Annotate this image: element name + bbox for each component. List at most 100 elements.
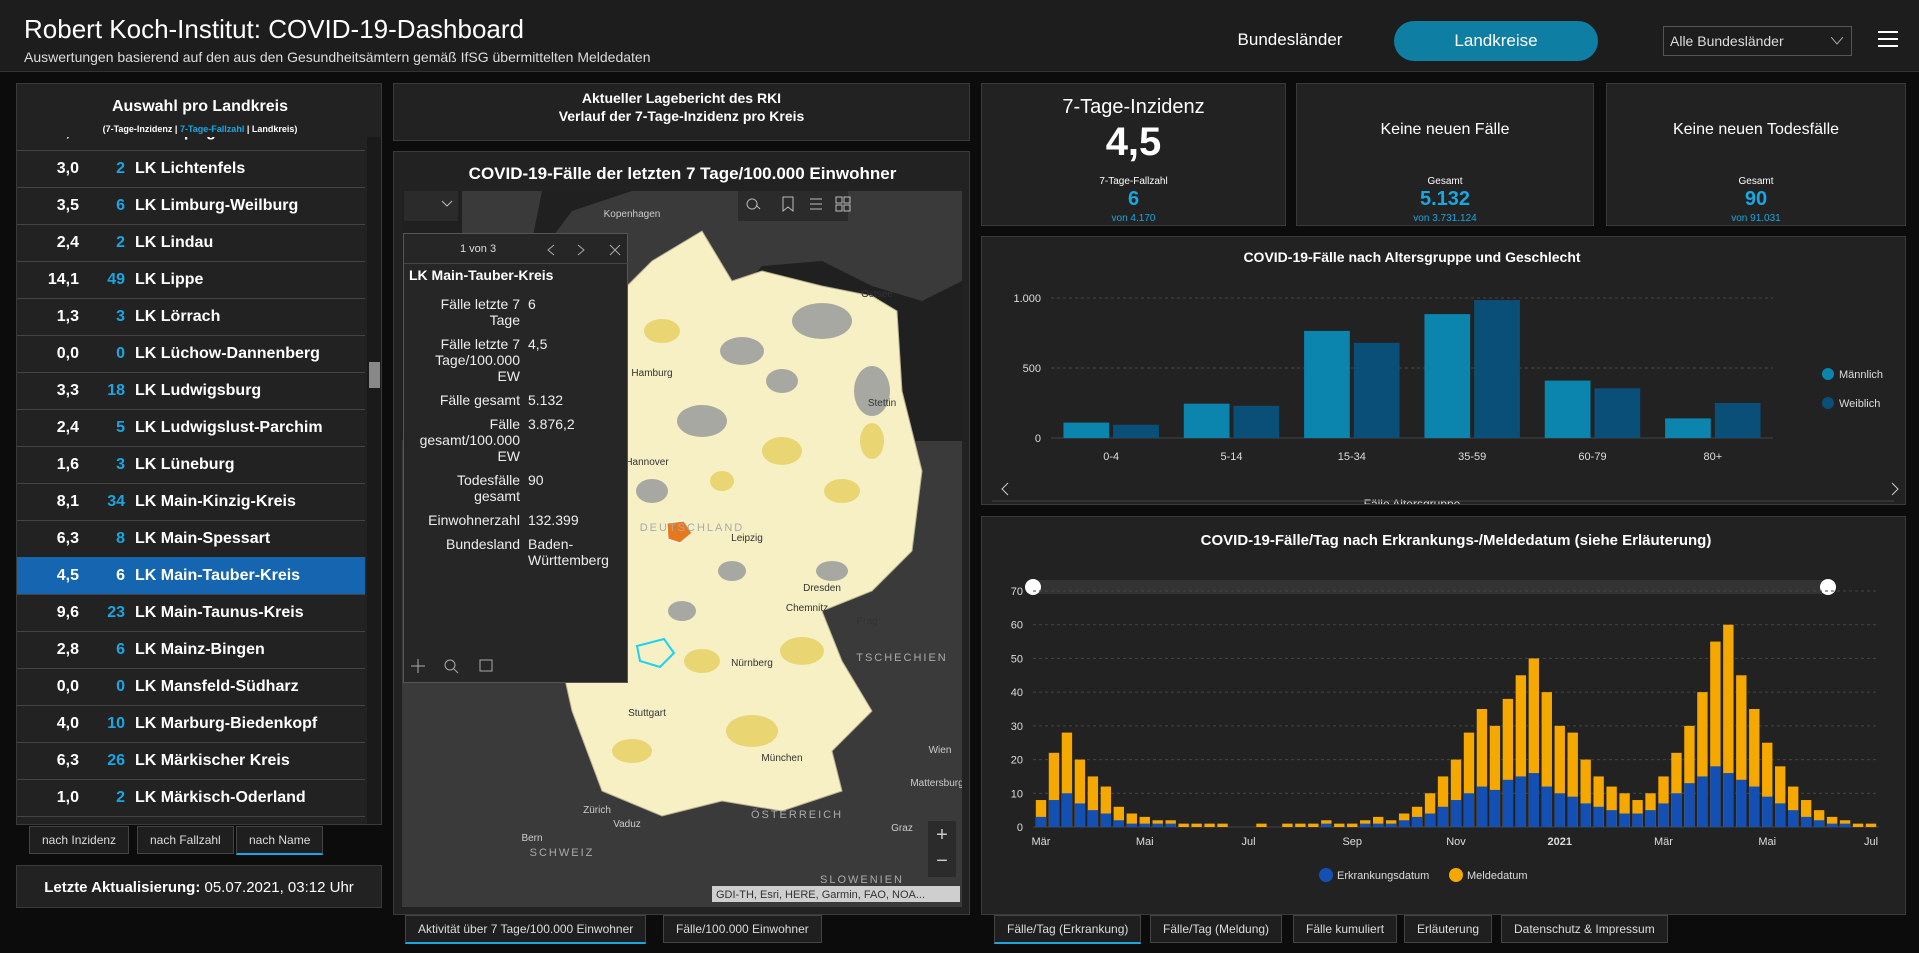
bar [1126,813,1137,827]
tab-landkreise[interactable]: Landkreise [1394,21,1598,61]
map-label: DEUTSCHLAND [640,522,745,534]
bar [1515,776,1527,827]
y-tick-label: 40 [1011,687,1023,699]
list-row[interactable]: 0,0 0 LK Lüchow-Dannenberg [17,335,365,373]
bar [1762,796,1773,827]
incidence: 3,3 [56,381,79,399]
district [780,637,824,665]
menu-icon[interactable] [1878,30,1898,48]
sort-button[interactable]: nach Fallzahl [137,826,234,854]
x-tick-label: Jul [1241,836,1255,848]
y-tick-label: 1.000 [1013,293,1041,305]
bar [1295,823,1306,827]
list-row[interactable]: 8,1 34 LK Main-Kinzig-Kreis [17,483,365,521]
list-row[interactable]: 9,6 23 LK Main-Taunus-Kreis [17,594,365,632]
map-label: Bern [521,833,542,844]
map-tab[interactable]: Fälle/100.000 Einwohner [663,915,822,943]
bar [1515,675,1527,827]
legend-part: | Landkreis) [246,124,298,134]
map-label: Hamburg [631,368,672,379]
list-row[interactable]: 1,23 LK Leipzig [17,137,365,151]
attribution: GDI-TH, Esri, HERE, Garmin, FAO, NOA... [716,889,925,901]
list-row[interactable]: 2,4 5 LK Ludwigslust-Parchim [17,409,365,447]
bottom-tab[interactable]: Fälle kumuliert [1293,915,1398,943]
sort-button[interactable]: nach Inzidenz [29,826,130,854]
field-value: 4,5 [528,336,548,352]
list-row[interactable]: 3,0 2 LK Lichtenfels [17,150,365,188]
legend-part: (7-Tage-Inzidenz | [102,124,178,134]
map-label: Wien [929,745,952,756]
daily-chart-panel: COVID-19-Fälle/Tag nach Erkrankungs-/Mel… [981,516,1906,915]
bottom-tab[interactable]: Fälle/Tag (Meldung) [1150,915,1283,943]
bar [1632,813,1643,827]
map-label: Prag [856,616,877,627]
map-label: SCHWEIZ [530,847,595,859]
kpi-card: Keine neuen Todesfälle Gesamt 90 von 91.031 [1606,83,1906,226]
case-count: 3 [116,307,125,325]
case-count: 2 [116,788,125,806]
map-label: Graz [891,823,913,834]
bar [1645,793,1656,827]
incidence: 6,3 [56,751,79,769]
field-value: 132.399 [528,512,579,528]
bar [1541,786,1552,827]
bottom-tab[interactable]: Datenschutz & Impressum [1501,915,1668,943]
district-name: LK Mansfeld-Südharz [135,677,299,695]
district [684,649,720,673]
map-toolbar [404,191,851,221]
bottom-tab[interactable]: Erläuterung [1404,915,1493,943]
map-label: ÖSTERREICH [751,809,843,821]
list-row[interactable]: 1,0 2 LK Märkisch-Oderland [17,779,365,817]
list-row[interactable]: 14,1 49 LK Lippe [17,261,365,299]
bar [1710,641,1721,827]
popup-tools[interactable] [410,656,510,676]
list-row[interactable]: 0,0 0 LK Mansfeld-Südharz [17,668,365,706]
map-label: Ostsee [861,289,893,300]
district [766,369,798,393]
list-row[interactable]: 6,3 8 LK Main-Spessart [17,520,365,558]
district [668,601,696,621]
dropdown[interactable]: Alle Bundesländer [1663,26,1852,56]
popup-title: LK Main-Tauber-Kreis [409,267,554,283]
tab-bundeslaender[interactable]: Bundesländer [1237,30,1343,49]
legend-swatch [1319,868,1333,882]
popup-table: Fälle letzte 7 Tage 6 Fälle letzte 7 Tage/… [408,292,623,572]
bottom-tab[interactable]: Fälle/Tag (Erkrankung) [994,915,1142,944]
list-row[interactable]: 3,5 6 LK Limburg-Weilburg [17,187,365,225]
incidence: 9,6 [56,603,79,621]
bar [1347,823,1358,827]
bar [1671,793,1682,827]
list-row[interactable]: 3,3 18 LK Ludwigsburg [17,372,365,410]
popup-row: Fälle gesamt/100.000 EW 3.876,2 [408,412,623,468]
list-row[interactable]: 2,4 2 LK Lindau [17,224,365,262]
sort-button[interactable]: nach Name [236,826,324,855]
bar [1619,813,1630,827]
report-box[interactable]: Aktueller Lagebericht des RKI Verlauf der… [393,83,970,141]
bar [1684,725,1695,827]
map-label: Nürnberg [731,658,773,669]
list-row[interactable]: 1,6 3 LK Lüneburg [17,446,365,484]
list-row[interactable]: 6,3 26 LK Märkischer Kreis [17,742,365,780]
legend-swatch [1449,868,1463,882]
list-row[interactable]: 1,3 3 LK Lörrach [17,298,365,336]
list-row[interactable]: 2,8 6 LK Mainz-Bingen [17,631,365,669]
bar [1658,803,1669,827]
map-tab[interactable]: Aktivität über 7 Tage/100.000 Einwohner [405,915,647,944]
update-label: Letzte Aktualisierung: [44,879,201,896]
incidence: 0,0 [56,677,79,695]
district [762,437,802,465]
map-label: SLOWENIEN [820,874,904,886]
scroll-thumb[interactable] [369,362,380,388]
bar [1424,793,1436,827]
kpi-card: Keine neuen Fälle Gesamt 5.132 von 3.731.12… [1296,83,1594,226]
incidence: 1,3 [56,307,79,325]
bar [1437,806,1449,827]
kpi-sub-label: Gesamt [1738,176,1774,187]
kpi-sub-value: 90 [1744,188,1768,210]
case-count: 3 [79,137,125,141]
list-row[interactable]: 4,5 6 LK Main-Tauber-Kreis [17,557,365,595]
map-label: Leipzig [731,533,763,544]
popup-controls[interactable] [544,242,624,258]
list-row[interactable]: 4,0 10 LK Marburg-Biedenkopf [17,705,365,743]
